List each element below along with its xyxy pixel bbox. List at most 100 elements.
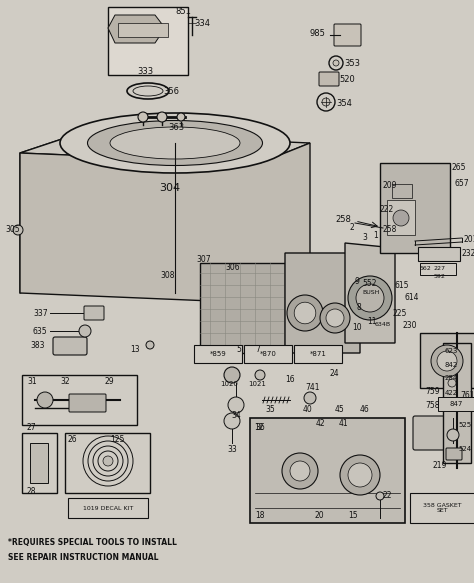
Text: 20: 20 <box>315 511 325 519</box>
Bar <box>420 333 474 388</box>
Text: 27: 27 <box>27 423 36 431</box>
Text: 657: 657 <box>455 178 470 188</box>
Text: 614: 614 <box>405 293 419 303</box>
Text: 842: 842 <box>445 362 458 368</box>
Text: 12: 12 <box>254 423 264 433</box>
Circle shape <box>120 25 130 35</box>
Text: 635: 635 <box>33 326 47 335</box>
Bar <box>410 493 474 523</box>
Text: 1020: 1020 <box>220 381 238 387</box>
Text: 307: 307 <box>196 255 210 265</box>
Text: 34: 34 <box>231 412 241 420</box>
Text: 230: 230 <box>403 321 418 331</box>
Bar <box>392 184 412 198</box>
Circle shape <box>157 112 167 122</box>
Text: 265: 265 <box>452 163 466 173</box>
Text: 9: 9 <box>355 276 360 286</box>
Bar <box>22 375 137 425</box>
Bar <box>294 345 342 363</box>
Text: 334: 334 <box>194 19 210 27</box>
Text: BUSH: BUSH <box>362 290 379 296</box>
Text: 525: 525 <box>458 422 471 428</box>
Text: 45: 45 <box>335 405 345 413</box>
FancyBboxPatch shape <box>69 394 106 412</box>
Text: 383: 383 <box>30 342 45 350</box>
Bar <box>387 200 415 235</box>
Circle shape <box>437 351 457 371</box>
Text: 40: 40 <box>303 405 313 413</box>
Text: SEE REPAIR INSTRUCTION MANUAL: SEE REPAIR INSTRUCTION MANUAL <box>8 553 158 561</box>
Polygon shape <box>200 263 285 353</box>
Polygon shape <box>20 133 310 163</box>
Text: 304: 304 <box>159 183 181 193</box>
Circle shape <box>37 392 53 408</box>
Bar <box>108 7 188 75</box>
Text: 32: 32 <box>60 377 70 385</box>
Text: 41: 41 <box>338 419 348 427</box>
Bar <box>68 498 148 518</box>
Text: 615: 615 <box>395 280 410 290</box>
Text: 363: 363 <box>168 122 184 132</box>
Bar <box>438 397 474 411</box>
Text: 306: 306 <box>225 264 240 272</box>
Text: 11: 11 <box>367 317 376 325</box>
Text: 758: 758 <box>425 401 439 409</box>
FancyBboxPatch shape <box>413 416 467 450</box>
Text: 7: 7 <box>255 345 260 353</box>
Text: 305: 305 <box>5 226 19 234</box>
Text: 356: 356 <box>163 86 179 96</box>
Text: 42: 42 <box>315 419 325 427</box>
Polygon shape <box>108 15 165 43</box>
Text: 354: 354 <box>336 99 352 107</box>
Bar <box>30 443 48 483</box>
Polygon shape <box>345 243 395 343</box>
Text: 201: 201 <box>464 236 474 244</box>
Circle shape <box>143 25 153 35</box>
Circle shape <box>287 295 323 331</box>
Text: 761: 761 <box>460 391 474 399</box>
Circle shape <box>294 302 316 324</box>
Text: 13: 13 <box>130 345 140 353</box>
Circle shape <box>322 98 330 106</box>
Text: 28: 28 <box>27 486 36 496</box>
Circle shape <box>393 210 409 226</box>
Text: 22: 22 <box>383 491 392 500</box>
Bar <box>420 263 456 275</box>
Bar <box>194 345 242 363</box>
Text: 592: 592 <box>434 273 446 279</box>
Text: 759: 759 <box>425 387 439 395</box>
Circle shape <box>333 60 339 66</box>
FancyBboxPatch shape <box>319 72 339 86</box>
Circle shape <box>340 455 380 495</box>
Circle shape <box>177 113 185 121</box>
Circle shape <box>13 225 23 235</box>
Circle shape <box>431 345 463 377</box>
Circle shape <box>304 392 316 404</box>
Bar <box>443 343 471 463</box>
Text: 258: 258 <box>383 224 397 234</box>
Text: 308: 308 <box>160 272 174 280</box>
Text: 125: 125 <box>110 434 124 444</box>
Text: 634B: 634B <box>375 322 391 328</box>
Text: 33: 33 <box>227 445 237 455</box>
Text: 353: 353 <box>344 58 360 68</box>
Text: 16: 16 <box>285 374 295 384</box>
Text: *870: *870 <box>260 351 276 357</box>
Text: 5: 5 <box>236 345 241 353</box>
Text: 3: 3 <box>362 234 367 243</box>
Polygon shape <box>20 133 80 293</box>
Text: 851: 851 <box>175 6 191 16</box>
Bar <box>65 433 150 493</box>
Text: 219: 219 <box>433 461 447 469</box>
Bar <box>22 433 57 493</box>
Text: 222: 222 <box>380 205 394 213</box>
Circle shape <box>146 341 154 349</box>
Bar <box>244 345 292 363</box>
Text: 562: 562 <box>420 266 432 272</box>
Bar <box>250 418 405 523</box>
Circle shape <box>255 370 265 380</box>
Text: 209: 209 <box>383 181 398 191</box>
Circle shape <box>282 453 318 489</box>
Text: 358 GASKET
SET: 358 GASKET SET <box>423 503 461 514</box>
Text: 31: 31 <box>27 377 36 385</box>
